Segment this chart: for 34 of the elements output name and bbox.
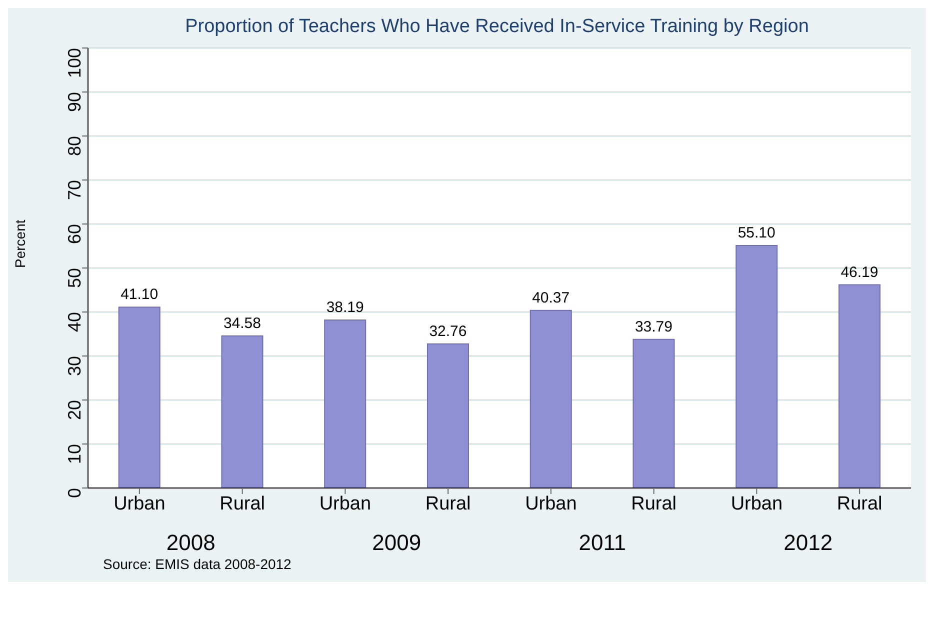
data-label: 46.19 [840,264,878,281]
y-tick-label: 40 [64,312,84,332]
y-tick-label: 90 [64,92,84,112]
y-tick-label: 100 [64,48,84,78]
y-tick-label: 60 [64,224,84,244]
data-label: 40.37 [532,289,570,306]
y-tick-label: 80 [64,136,84,156]
y-tick-label: 20 [64,400,84,420]
y-tick-label: 10 [64,444,84,464]
x-tick-label: Rural [220,493,266,514]
x-tick-label: Rural [631,493,677,514]
y-tick-label: 50 [64,268,84,288]
source-note: Source: EMIS data 2008-2012 [103,556,292,572]
text: 2008 [165,530,216,556]
x-tick-label: Urban [730,493,783,514]
data-label: 41.10 [120,286,158,304]
chart-title: Proportion of Teachers Who Have Received In-Service Training by Region [184,15,810,38]
text: 2012 [782,530,834,556]
x-tick-label: Rural [425,493,471,514]
x-tick-label: Urban [114,493,166,514]
text: 2009 [371,530,422,556]
y-axis-title: Percent [12,220,28,268]
data-label: 33.79 [634,318,673,336]
data-label: 55.10 [738,224,776,242]
x-tick-label: Urban [525,493,577,514]
x-tick-label: Rural [836,493,882,514]
x-tick-label: Urban [319,493,372,514]
data-label: 34.58 [223,314,262,332]
y-tick-label: 70 [64,180,84,200]
data-label: 38.19 [326,298,364,316]
data-label: 32.76 [429,322,467,340]
y-tick-label: 30 [64,356,84,376]
y-tick-label: 0 [64,488,84,498]
text: 2011 [578,530,628,556]
